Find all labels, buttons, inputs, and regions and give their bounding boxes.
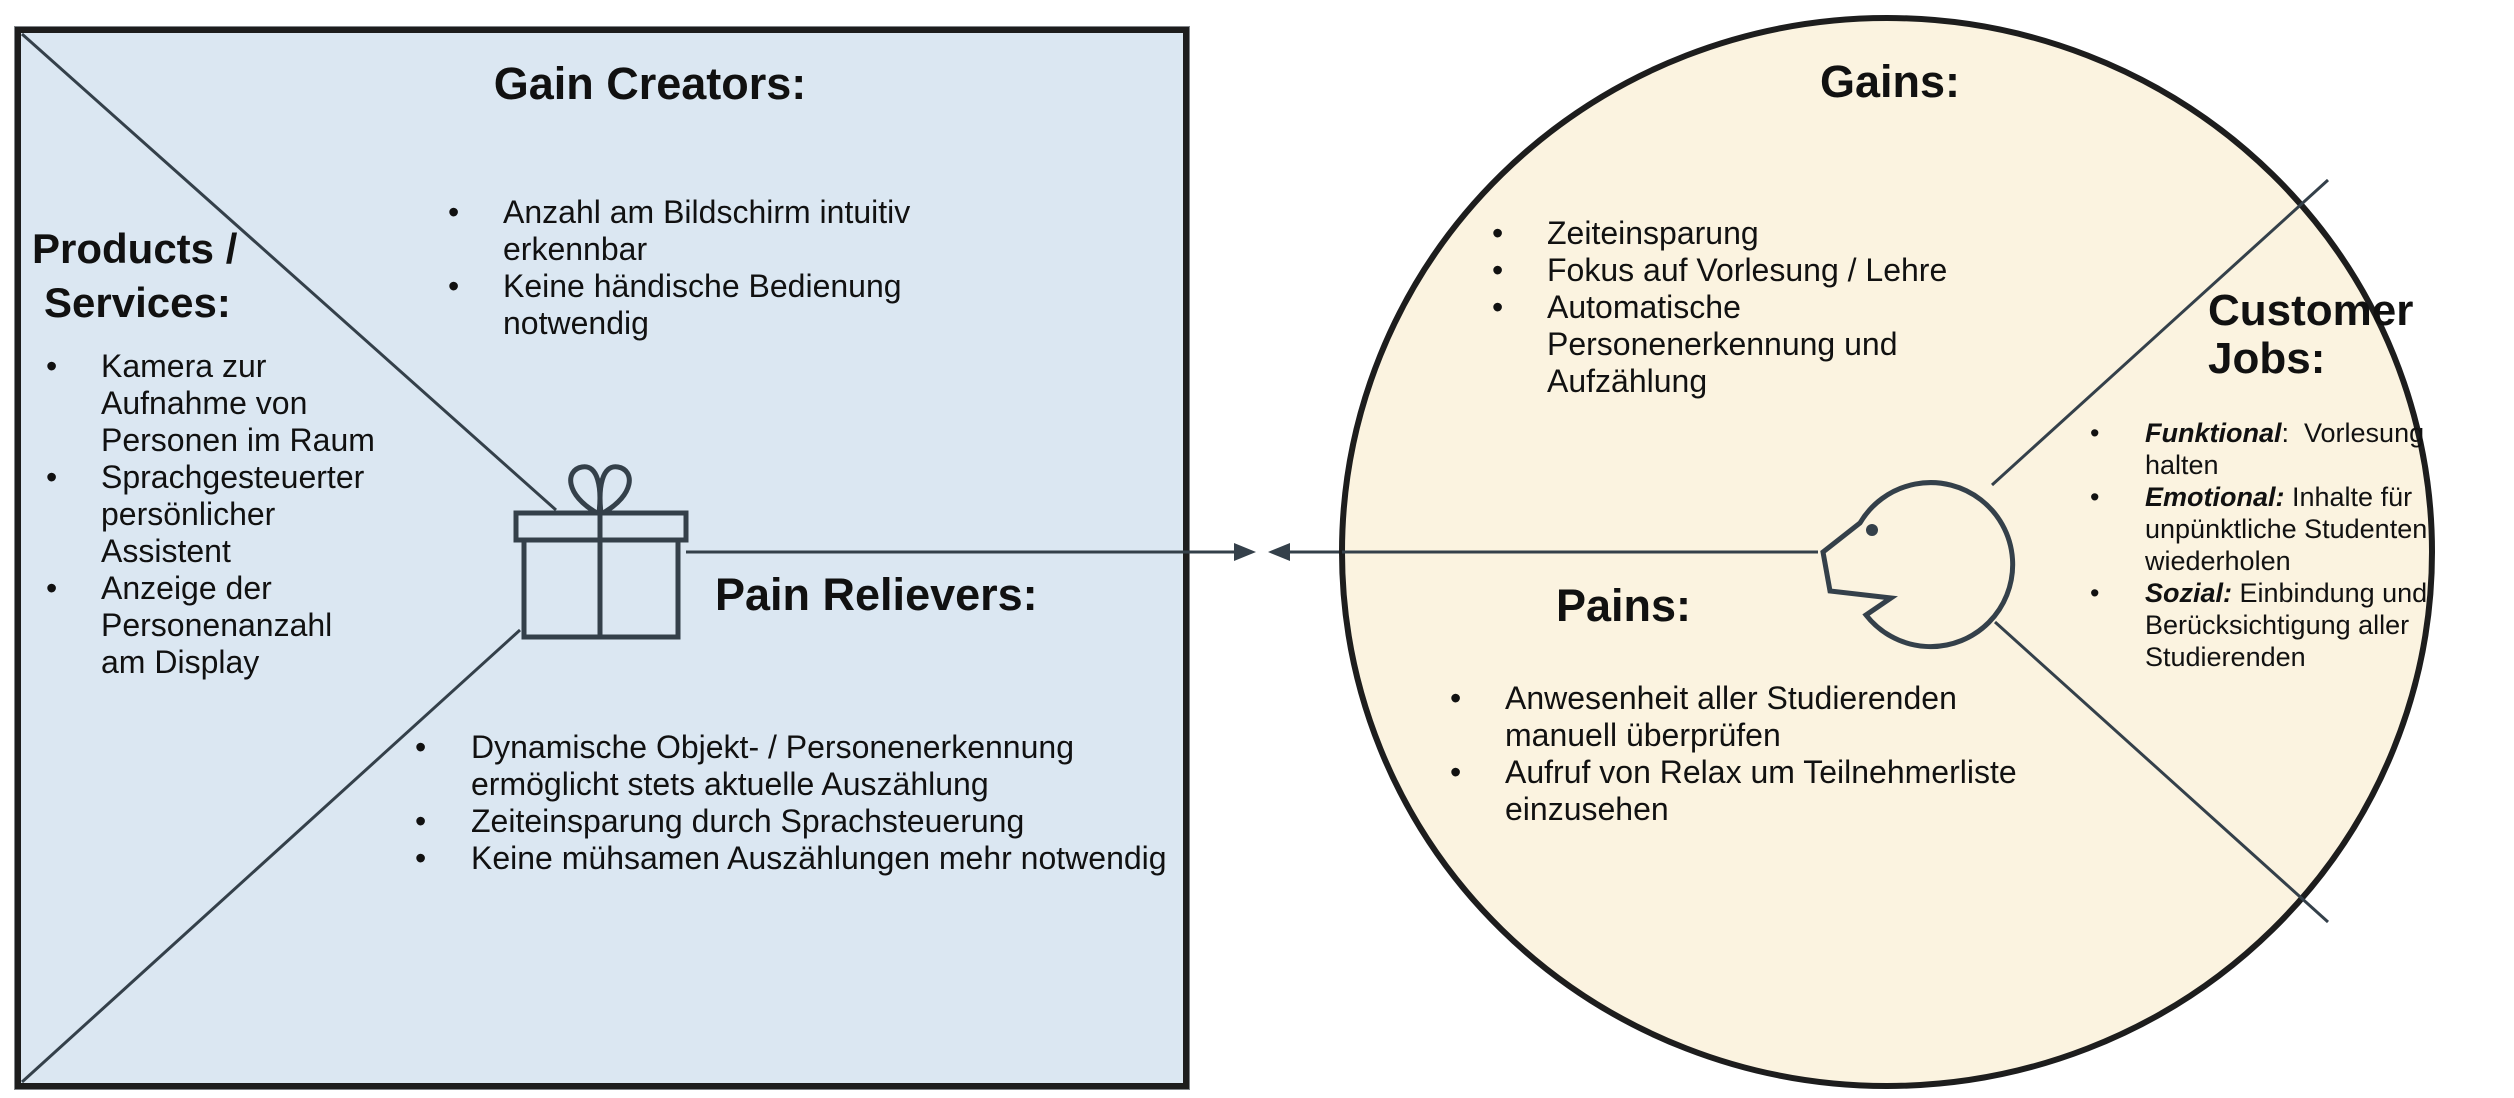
- job-keyword: Funktional: [2145, 418, 2282, 448]
- pain-relievers-title: Pain Relievers:: [715, 569, 1038, 620]
- list-item: Anzeige der Personenanzahl am Display: [36, 570, 381, 681]
- gains-title: Gains:: [1819, 56, 1961, 107]
- customer-jobs-title-line2: Jobs:: [2208, 334, 2326, 383]
- list-item: Zeiteinsparung: [1482, 215, 1992, 252]
- value-map-divider-upper: [21, 32, 557, 512]
- list-item: Sprachgesteuerter persönlicher Assistent: [36, 459, 381, 570]
- gain-creators-list: Anzahl am Bildschirm intuitiv erkennbar …: [438, 194, 998, 342]
- value-map-divider-lower: [20, 628, 522, 1084]
- list-item: Anzahl am Bildschirm intuitiv erkennbar: [438, 194, 998, 268]
- face-icon: [1820, 480, 2016, 650]
- job-keyword: Emotional:: [2145, 482, 2285, 512]
- customer-jobs-list: Funktional: Vorlesung halten Emotional: …: [2080, 417, 2472, 673]
- job-text: Vorlesung halten: [2145, 418, 2432, 480]
- gains-list: Zeiteinsparung Fokus auf Vorlesung / Leh…: [1482, 215, 1992, 400]
- job-keyword-suffix: :: [2281, 418, 2290, 448]
- list-item: Funktional: Vorlesung halten: [2080, 417, 2472, 481]
- pains-title: Pains:: [1556, 580, 1692, 631]
- list-item: Keine händische Bedienung notwendig: [438, 268, 998, 342]
- job-keyword: Sozial:: [2145, 578, 2233, 608]
- customer-jobs-title-line1: Customer: [2208, 286, 2414, 335]
- list-item: Zeiteinsparung durch Sprachsteuerung: [405, 803, 1180, 840]
- arrow-left-icon: [1268, 543, 1290, 561]
- list-item: Fokus auf Vorlesung / Lehre: [1482, 252, 1992, 289]
- list-item: Keine mühsamen Auszählungen mehr notwend…: [405, 840, 1180, 877]
- list-item: Emotional: Inhalte für unpünktliche Stud…: [2080, 481, 2472, 577]
- customer-jobs-title: Customer Jobs:: [2208, 287, 2468, 383]
- job-text: Einbindung und Berücksichtigung aller St…: [2145, 578, 2435, 672]
- pain-relievers-list: Dynamische Objekt- / Personenerkennung e…: [405, 729, 1180, 877]
- job-text: Inhalte für unpünktliche Studenten wiede…: [2145, 482, 2435, 576]
- gift-icon: [513, 464, 689, 640]
- list-item: Automatische Personenerkennung und Aufzä…: [1482, 289, 1992, 400]
- products-services-list: Kamera zur Aufnahme von Personen im Raum…: [36, 348, 381, 681]
- pains-list: Anwesenheit aller Studierenden manuell ü…: [1440, 680, 2060, 828]
- products-services-title: Products / Services:: [32, 222, 352, 330]
- customer-profile-divider-lower: [1993, 620, 2330, 924]
- list-item: Anwesenheit aller Studierenden manuell ü…: [1440, 680, 2060, 754]
- gain-creators-title: Gain Creators:: [493, 58, 807, 109]
- arrow-right-icon: [1234, 543, 1256, 561]
- customer-profile-divider-upper: [1990, 178, 2330, 487]
- products-services-title-line1: Products /: [32, 225, 238, 272]
- products-services-title-line2: Services:: [44, 279, 231, 326]
- list-item: Aufruf von Relax um Teilnehmerliste einz…: [1440, 754, 2060, 828]
- list-item: Kamera zur Aufnahme von Personen im Raum: [36, 348, 381, 459]
- list-item: Dynamische Objekt- / Personenerkennung e…: [405, 729, 1180, 803]
- list-item: Sozial: Einbindung und Berücksichtigung …: [2080, 577, 2472, 673]
